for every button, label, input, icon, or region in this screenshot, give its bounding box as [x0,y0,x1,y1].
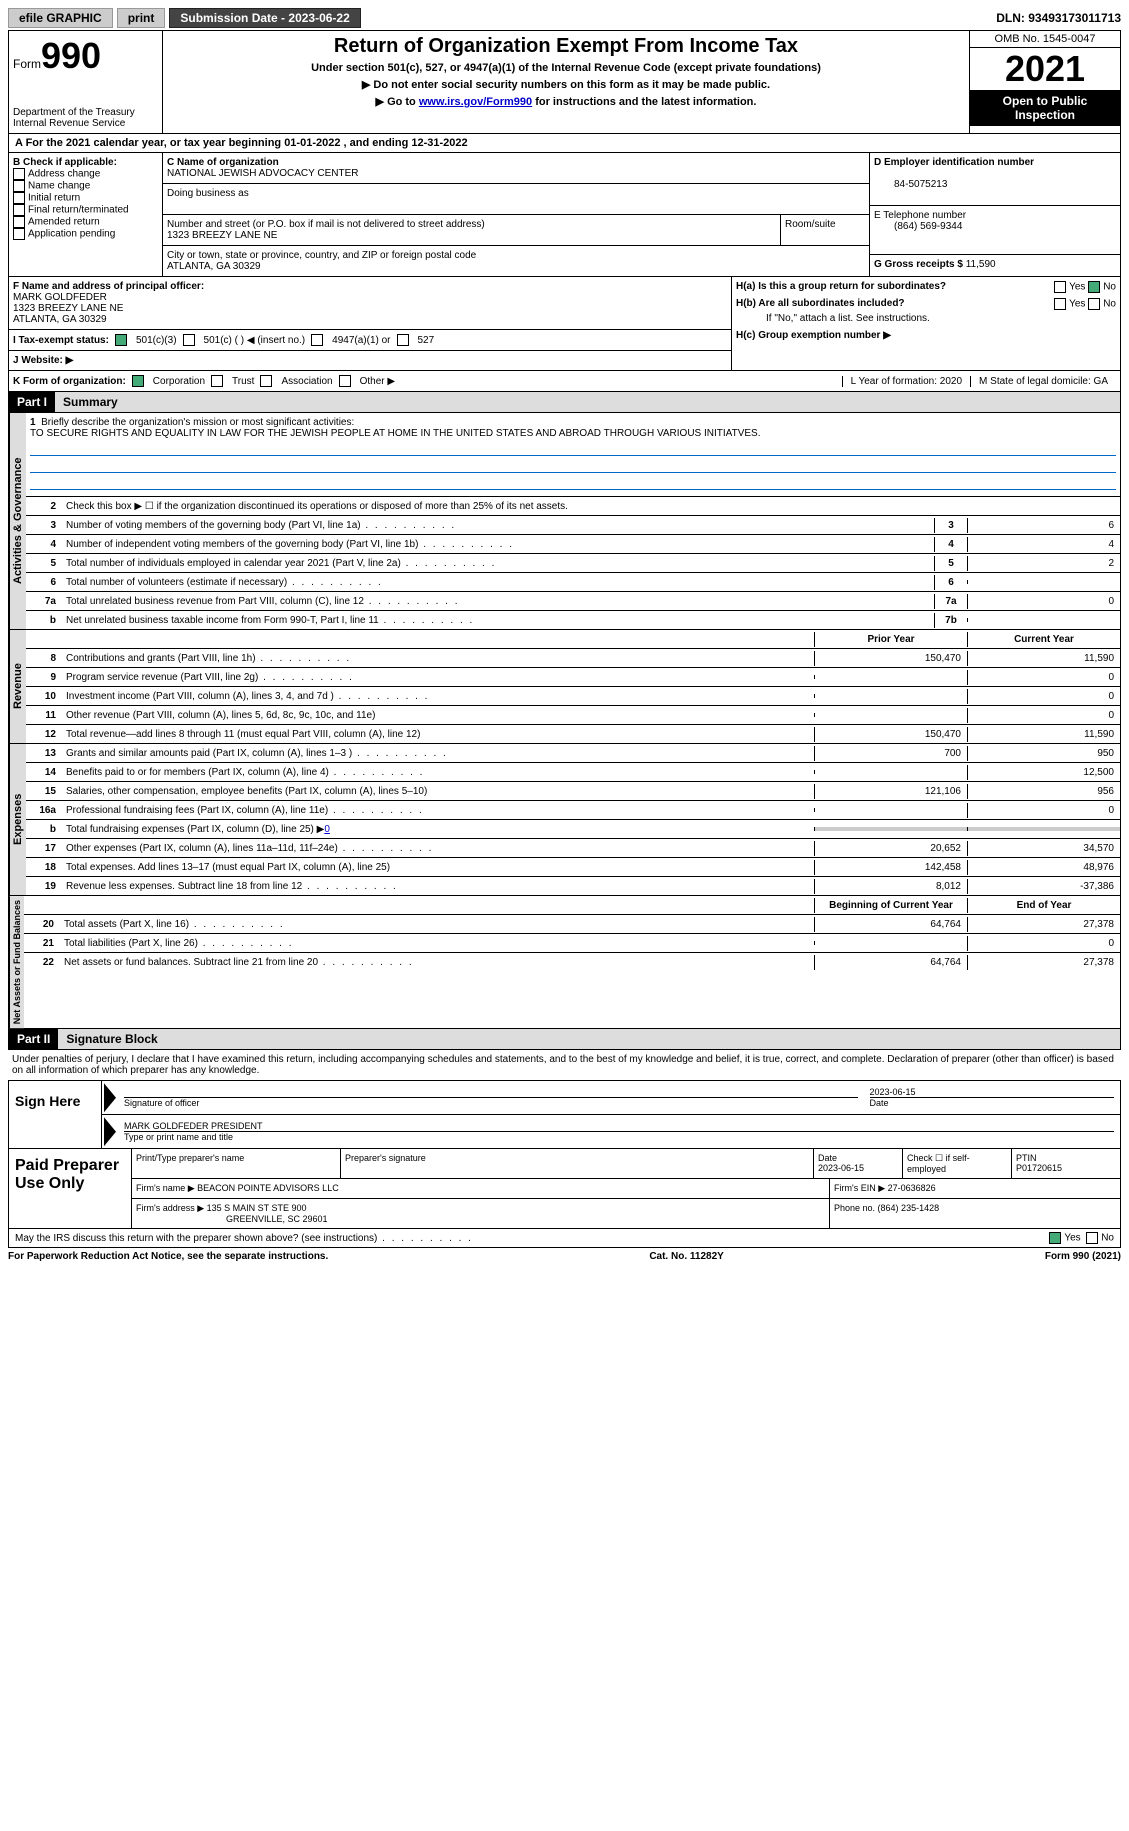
paid-preparer: Paid Preparer Use Only Print/Type prepar… [8,1149,1121,1229]
revenue-section: Revenue Prior YearCurrent Year 8Contribu… [8,630,1121,744]
org-name: NATIONAL JEWISH ADVOCACY CENTER [167,168,359,179]
activities-governance: Activities & Governance 1 Briefly descri… [8,413,1121,630]
gross-receipts: 11,590 [966,259,996,270]
street: 1323 BREEZY LANE NE [167,230,277,241]
ptin: P01720615 [1016,1163,1062,1173]
net-assets-section: Net Assets or Fund Balances Beginning of… [8,896,1121,1029]
arrow-icon [104,1083,116,1112]
dln: DLN: 93493173011713 [996,11,1121,25]
state-domicile: M State of legal domicile: GA [970,376,1116,387]
page-footer: For Paperwork Reduction Act Notice, see … [8,1248,1121,1265]
year-formation: L Year of formation: 2020 [842,376,970,387]
city: ATLANTA, GA 30329 [167,261,261,272]
oath-text: Under penalties of perjury, I declare th… [8,1050,1121,1080]
section-k: K Form of organization: Corporation Trus… [8,371,1121,392]
irs-link[interactable]: www.irs.gov/Form990 [419,96,532,108]
subtitle-2: Do not enter social security numbers on … [167,78,965,91]
mission-text: TO SECURE RIGHTS AND EQUALITY IN LAW FOR… [30,428,761,439]
officer-name-title: MARK GOLDFEDER PRESIDENT [124,1121,263,1131]
dept-treasury: Department of the Treasury [13,107,158,118]
sign-here: Sign Here Signature of officer 2023-06-1… [8,1080,1121,1149]
expenses-section: Expenses 13Grants and similar amounts pa… [8,744,1121,896]
submission-date: Submission Date - 2023-06-22 [169,8,360,28]
dept-irs: Internal Revenue Service [13,118,158,129]
ein: 84-5075213 [874,179,947,190]
form-number: 990 [41,35,101,76]
open-public: Open to PublicInspection [970,90,1120,126]
form-title: Return of Organization Exempt From Incom… [167,35,965,58]
part1-header: Part I Summary [8,392,1121,413]
efile-label: efile GRAPHIC [8,8,113,28]
omb-number: OMB No. 1545-0047 [970,31,1120,48]
phone: (864) 569-9344 [874,221,962,232]
line-a: A For the 2021 calendar year, or tax yea… [8,134,1121,153]
section-fgh: F Name and address of principal officer:… [8,277,1121,371]
print-button[interactable]: print [117,8,166,28]
part2-header: Part II Signature Block [8,1029,1121,1050]
firm-phone: (864) 235-1428 [878,1203,940,1213]
officer-name: MARK GOLDFEDER [13,292,107,303]
arrow-icon [104,1117,116,1146]
form-header: Form990 Department of the Treasury Inter… [8,30,1121,134]
b-label: B Check if applicable: [13,157,117,168]
firm-ein: 27-0636826 [888,1183,936,1193]
subtitle-1: Under section 501(c), 527, or 4947(a)(1)… [167,62,965,74]
firm-name: BEACON POINTE ADVISORS LLC [197,1183,339,1193]
subtitle-3: Go to www.irs.gov/Form990 for instructio… [167,95,965,108]
top-bar: efile GRAPHIC print Submission Date - 20… [8,8,1121,28]
section-bcd: B Check if applicable: Address change Na… [8,153,1121,277]
tax-year: 2021 [970,48,1120,90]
discuss-row: May the IRS discuss this return with the… [8,1229,1121,1248]
form-word: Form [13,57,41,71]
